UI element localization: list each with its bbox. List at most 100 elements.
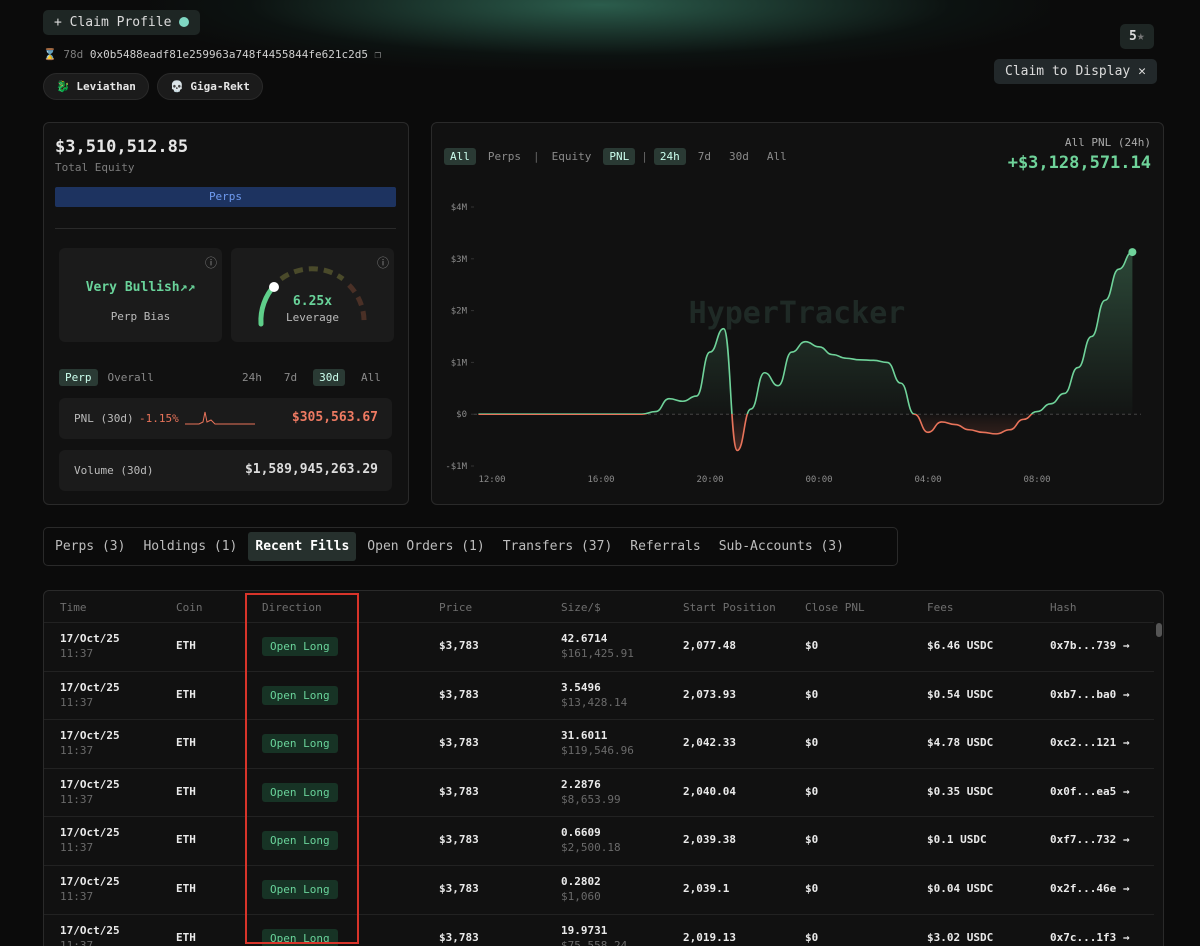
fees: $0.35 USDC [927, 784, 994, 798]
copy-icon[interactable]: ❐ [374, 48, 382, 61]
scope-tab[interactable]: Overall [107, 371, 154, 384]
period-tabs: 24h 7d 30d All [236, 369, 387, 386]
chart-panel: All Perps | Equity PNL | 24h 7d 30d All All PNL (… [431, 122, 1164, 505]
start-position: 2,019.13 [683, 930, 736, 944]
pnl-chart: HyperTracker -$1M $0 $1M $2M $3M $4M 12:00 16:0… [445, 203, 1141, 485]
scope-tab[interactable]: Perp [59, 369, 98, 386]
tab[interactable]: Recent Fills [248, 532, 357, 561]
size: 42.6714 [561, 632, 608, 645]
total-equity-label: Total Equity [55, 161, 135, 174]
bias: Very Bullish [85, 280, 180, 295]
table-row[interactable]: 17/Oct/25 11:37 ETH Open Long $3,783 31.6011 $… [44, 719, 1154, 768]
close-pnl: $0 [805, 833, 819, 847]
hash: 0x2f...46e → [1050, 882, 1130, 895]
x-tick-label: 04:00 [914, 475, 941, 485]
size-usd: $13,428.14 [561, 695, 628, 709]
period-tab[interactable]: 30d [313, 369, 345, 386]
info-icon[interactable]: ⓘ [204, 256, 217, 270]
hash: 0x7c...1f3 → [1050, 930, 1130, 944]
chart-period[interactable]: 24h [653, 148, 686, 165]
table-row[interactable]: 17/Oct/25 11:37 ETH Open Long $3,783 19.9731 $… [44, 913, 1154, 946]
chart-mode[interactable]: PNL [603, 148, 636, 165]
badge-label: Leviathan [76, 80, 136, 93]
tab-bar: Perps (3) Holdings (1) Recent Fills Open Or… [43, 527, 898, 566]
column-header: Size/$ [561, 601, 601, 614]
period-tab[interactable]: 7d [283, 371, 298, 384]
hash: 0x0f...ea5 → [1050, 784, 1130, 798]
price: $3,783 [439, 833, 479, 847]
date: 17/Oct/25 [60, 826, 120, 840]
pnl-card: PNL (30d) -1.15% $305,563.67 [59, 398, 392, 439]
price: $3,783 [439, 639, 479, 652]
column-header: Close PNL [805, 601, 865, 614]
highlight-box [245, 593, 359, 944]
chart-controls: All Perps | Equity PNL | 24h 7d 30d All [444, 148, 793, 165]
period-tab[interactable]: All [361, 371, 381, 384]
verified-icon [179, 17, 190, 27]
leverage-gauge [258, 266, 367, 327]
tab[interactable]: Referrals [630, 539, 701, 554]
price: $3,783 [439, 882, 479, 895]
size-usd: $8,653.99 [561, 792, 621, 806]
column-header: Fees [927, 601, 954, 614]
claim-display-button[interactable]: Claim to Display ✕ [994, 59, 1157, 84]
fees: $0.04 USDC [927, 882, 994, 895]
table-row[interactable]: 17/Oct/25 11:37 ETH Open Long $3,783 42.6714 $… [44, 622, 1154, 671]
size: 31.6011 [561, 729, 608, 743]
table-row[interactable]: 17/Oct/25 11:37 ETH Open Long $3,783 0.6609 $2… [44, 816, 1154, 865]
size: 2.2876 [561, 777, 601, 791]
gauge-arc [347, 283, 367, 325]
chart-period[interactable]: All [766, 150, 787, 163]
star-count[interactable]: 5★ [1120, 24, 1154, 49]
x-tick-label: 16:00 [587, 475, 614, 485]
x-tick-label: 00:00 [805, 475, 832, 485]
y-tick-label: $1M [451, 358, 468, 368]
claim-profile-button[interactable]: + Claim Profile [43, 10, 201, 35]
badge: 💀 Giga-Rekt [157, 73, 263, 100]
time: 11:37 [60, 647, 94, 660]
table-row[interactable]: 17/Oct/25 11:37 ETH Open Long $3,783 3.5496 $1… [44, 670, 1154, 720]
pnl-value: $305,563.67 [291, 410, 378, 425]
chart-period[interactable]: 30d [729, 150, 749, 163]
time: 11:37 [60, 938, 94, 946]
column-header: Hash [1050, 601, 1077, 614]
tab[interactable]: Sub-Accounts (3) [718, 539, 844, 554]
start-position: 2,073.93 [683, 687, 736, 701]
time: 11:37 [60, 890, 94, 903]
badge-label: Giga-Rekt [190, 80, 250, 93]
chart-period[interactable]: 7d [697, 150, 711, 163]
column-header: Time [60, 601, 87, 614]
size-usd: $161,425.91 [561, 647, 634, 660]
info-icon[interactable]: ⓘ [376, 256, 389, 270]
bias-label: Perp Bias [110, 310, 171, 323]
sparkline [185, 411, 255, 425]
tab[interactable]: Perps (3) [55, 539, 126, 554]
chart-mode[interactable]: Equity [551, 150, 592, 163]
plot: HyperTracker -$1M $0 $1M $2M $3M $4M 12:00 16:0… [445, 203, 1141, 485]
period-tab[interactable]: 24h [242, 371, 262, 384]
chart-tab[interactable]: All [444, 148, 476, 165]
coin: ETH [176, 639, 196, 652]
tab[interactable]: Transfers (37) [502, 539, 613, 554]
tab[interactable]: Open Orders (1) [367, 539, 485, 554]
fees: $4.78 USDC [927, 736, 994, 750]
close-pnl: $0 [805, 736, 819, 750]
time: 11:37 [60, 695, 94, 709]
watermark: HyperTracker [689, 296, 906, 331]
pnl-line [478, 251, 1133, 452]
table-row[interactable]: 17/Oct/25 11:37 ETH Open Long $3,783 0.2802 $1… [44, 865, 1154, 914]
badge: 🐉 Leviathan [43, 73, 149, 100]
separator: | [641, 150, 648, 163]
column-header: Coin [176, 601, 203, 614]
table-row[interactable]: 17/Oct/25 11:37 ETH Open Long $3,783 2.2876 $8… [44, 767, 1154, 817]
chart-tab[interactable]: Perps [487, 150, 521, 163]
scrollbar[interactable] [1156, 623, 1162, 637]
volume-label: Volume (30d) [74, 464, 154, 477]
fees: $6.46 USDC [927, 639, 994, 652]
gauge-knob [269, 282, 279, 292]
tab[interactable]: Holdings (1) [143, 539, 238, 554]
age: 78d [63, 48, 84, 61]
fees: $0.54 USDC [927, 687, 994, 701]
volume-card: Volume (30d) $1,589,945,263.29 [59, 450, 392, 491]
